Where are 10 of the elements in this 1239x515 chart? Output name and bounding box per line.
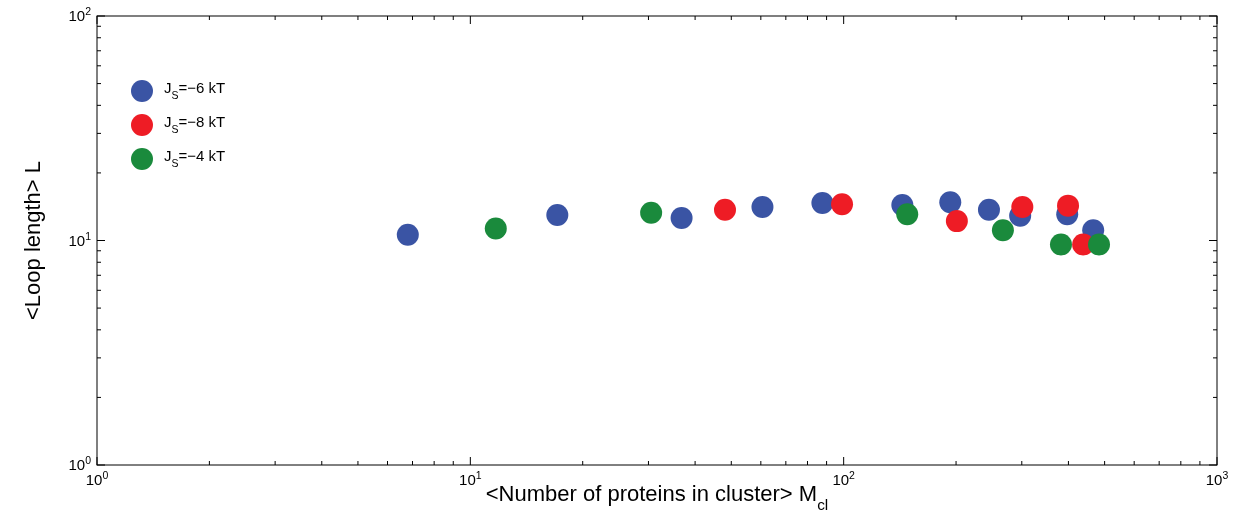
x-tick-label: 10$^{1}$ [459,469,482,488]
y-tick-label: 10$^{2}$ [68,5,92,24]
x-tick-label: 10$^{3}$ [1205,469,1229,488]
x-tick-label: 10$^{2}$ [832,469,856,488]
legend-label: J$_{S}$=−4 kT [164,147,226,169]
x-axis-title: <Number of proteins in cluster> M$_{cl}$ [485,481,829,513]
legend-label: J$_{S}$=−6 kT [164,79,226,101]
y-axis-title: <Loop length> L [20,160,45,321]
legend-label: J$_{S}$=−8 kT [164,113,226,135]
y-tick-label: 10$^{1}$ [68,229,92,249]
